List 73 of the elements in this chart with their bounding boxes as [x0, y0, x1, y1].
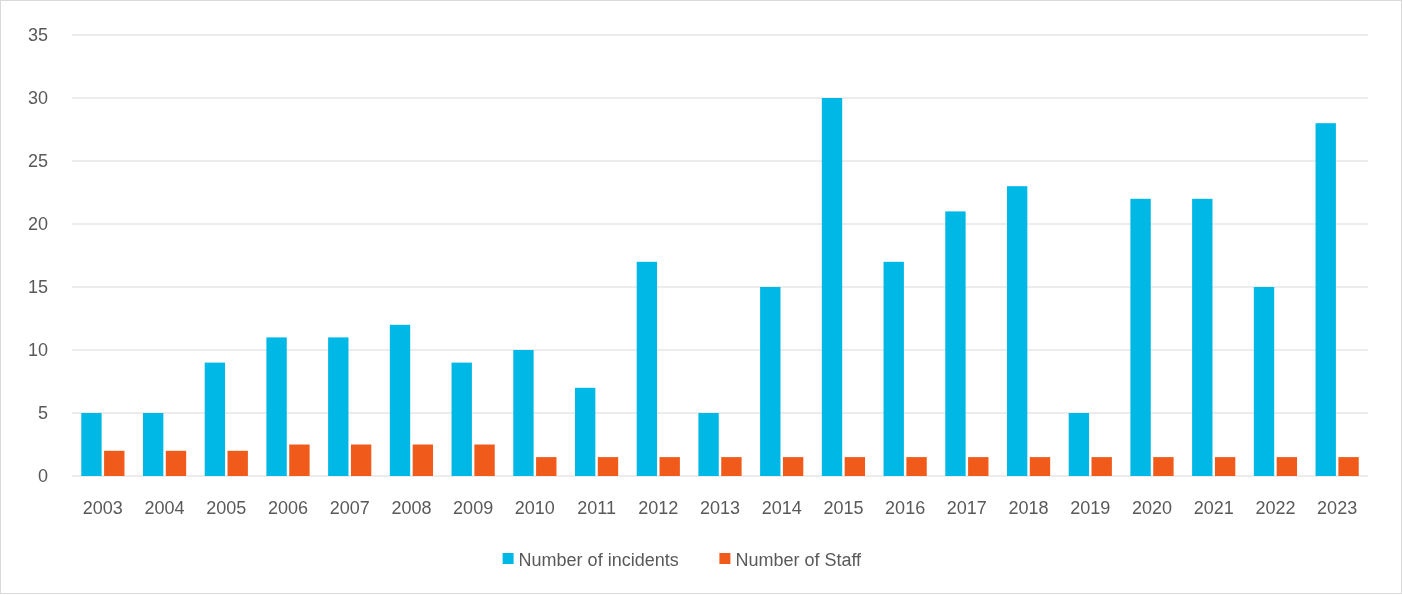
- bar: [821, 98, 843, 476]
- legend-label: Number of incidents: [518, 550, 679, 571]
- y-tick-label: 20: [27, 214, 48, 235]
- bar: [1029, 457, 1051, 476]
- bar: [1214, 457, 1236, 476]
- y-tick-label: 30: [27, 88, 48, 109]
- y-tick-label: 5: [37, 403, 48, 424]
- bar: [389, 324, 411, 476]
- bar: [1276, 457, 1298, 476]
- bar: [412, 444, 434, 476]
- bar: [1253, 287, 1275, 476]
- bar: [1130, 198, 1151, 476]
- x-tick-label: 2003: [82, 498, 123, 518]
- y-tick-label: 35: [27, 25, 48, 46]
- bar: [227, 450, 248, 476]
- bar: [350, 444, 372, 476]
- x-tick-label: 2006: [267, 498, 309, 518]
- x-tick-label: 2018: [1008, 498, 1049, 518]
- bar: [574, 387, 596, 476]
- x-tick-label: 2005: [206, 498, 247, 518]
- x-tick-label: 2004: [144, 498, 185, 518]
- y-tick-label: 0: [37, 466, 48, 487]
- bar: [782, 457, 804, 476]
- y-tick-label: 10: [27, 340, 48, 361]
- bar: [721, 457, 742, 476]
- x-tick-label: 2019: [1070, 498, 1111, 518]
- bar: [81, 413, 102, 476]
- bar: [659, 457, 680, 476]
- bar: [451, 362, 472, 476]
- bar: [760, 287, 781, 476]
- x-tick-label: 2012: [638, 498, 679, 518]
- bar: [1153, 457, 1174, 476]
- x-tick-label: 2016: [885, 498, 926, 518]
- x-tick-label: 2009: [453, 498, 494, 518]
- bar: [1315, 123, 1336, 476]
- bar: [844, 457, 866, 476]
- bar: [698, 413, 719, 476]
- x-tick-label: 2020: [1131, 498, 1173, 518]
- bar: [266, 337, 287, 476]
- x-tick-label: 2023: [1317, 498, 1358, 518]
- bar: [1338, 457, 1359, 476]
- bar: [945, 211, 966, 476]
- x-tick-label: 2022: [1255, 498, 1296, 518]
- x-tick-label: 2010: [514, 498, 555, 518]
- x-tick-label: 2007: [329, 498, 370, 518]
- bar: [968, 457, 989, 476]
- bar: [1006, 186, 1028, 476]
- bar: [165, 450, 187, 476]
- bar: [636, 261, 658, 476]
- x-tick-label: 2015: [823, 498, 864, 518]
- bar: [204, 362, 226, 476]
- bar: [1192, 198, 1213, 476]
- bar: [597, 457, 619, 476]
- bar: [104, 450, 125, 476]
- bar: [328, 337, 349, 476]
- x-tick-label: 2008: [391, 498, 432, 518]
- x-tick-label: 2013: [699, 498, 741, 518]
- x-tick-label: 2017: [946, 498, 987, 518]
- bar: [289, 444, 310, 476]
- y-tick-label: 25: [27, 151, 48, 172]
- legend-label: Number of Staff: [735, 550, 863, 571]
- x-tick-label: 2014: [761, 498, 802, 518]
- x-tick-label: 2011: [577, 498, 616, 518]
- bar: [536, 457, 557, 476]
- bar: [142, 413, 164, 476]
- bar: [1068, 413, 1090, 476]
- bar: [883, 261, 904, 476]
- y-tick-label: 15: [27, 277, 48, 298]
- bar: [1091, 457, 1112, 476]
- bar: [906, 457, 927, 476]
- bar: [513, 350, 534, 476]
- x-tick-label: 2021: [1193, 498, 1234, 518]
- bar: [474, 444, 495, 476]
